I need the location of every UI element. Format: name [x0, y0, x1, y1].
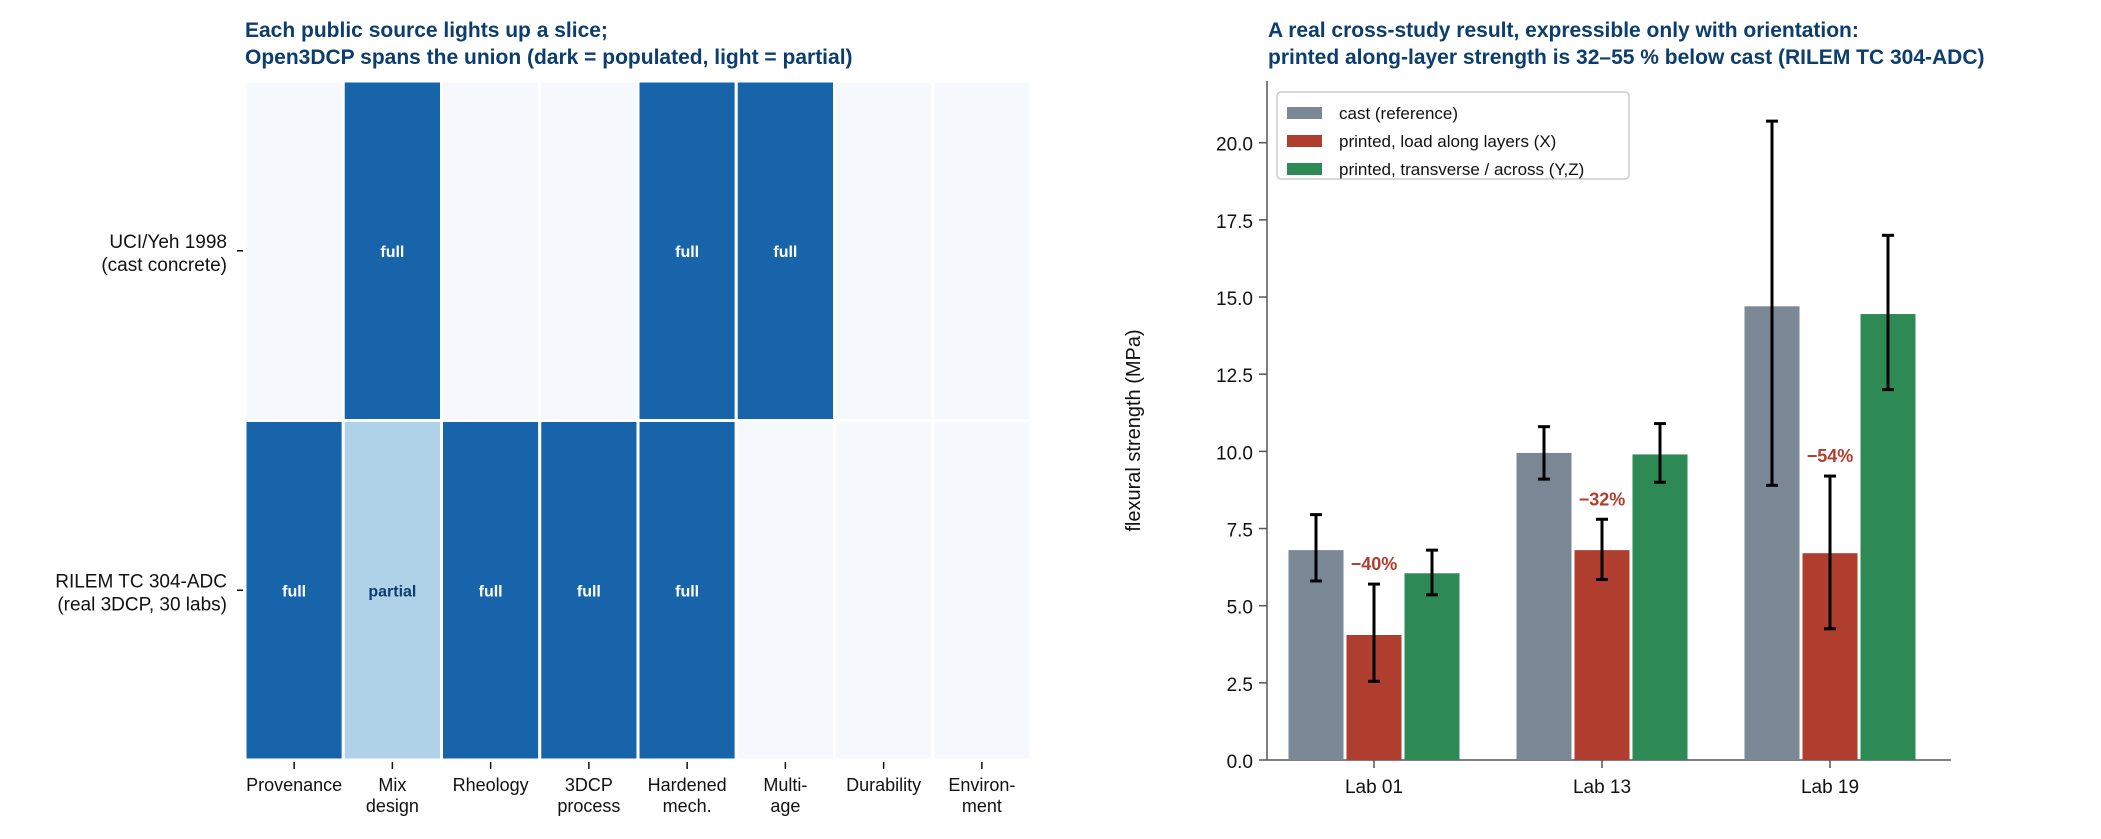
heatmap-col-label: Multi-	[763, 775, 807, 795]
heatmap-col-label: age	[770, 796, 800, 816]
legend-label: printed, load along layers (X)	[1339, 132, 1556, 151]
heatmap-cell	[833, 419, 935, 762]
x-tick-label: Lab 01	[1345, 777, 1403, 798]
heatmap-cell	[440, 79, 542, 422]
y-tick-label: 17.5	[1216, 212, 1253, 233]
heatmap-col-label: Environ-	[948, 775, 1015, 795]
legend-swatch	[1287, 107, 1322, 119]
heatmap-cell	[931, 419, 1033, 762]
bar-title-line-2: printed along-layer strength is 32–55 % …	[1268, 46, 1985, 69]
legend-box	[1276, 91, 1630, 180]
heatmap-cell	[440, 419, 542, 762]
y-tick-label: 5.0	[1227, 598, 1253, 619]
y-tick-label: 20.0	[1216, 135, 1253, 156]
heatmap-cell	[538, 419, 640, 762]
heatmap-cell	[734, 79, 836, 422]
legend-label: cast (reference)	[1339, 104, 1458, 123]
heatmap-row-label: UCI/Yeh 1998	[109, 232, 227, 253]
heatmap-cell-label: full	[479, 583, 503, 600]
bar-legend: cast (reference) printed, load along laye…	[1276, 91, 1630, 180]
bar-printed-transverse	[1404, 573, 1460, 760]
heatmap-title-line-1: Each public source lights up a slice;	[245, 19, 608, 42]
heatmap-cell-label: full	[282, 583, 306, 600]
bar-title-line-1: A real cross-study result, expressible o…	[1268, 19, 1859, 42]
heatmap-cell	[636, 419, 738, 762]
heatmap-col-label: Rheology	[453, 775, 529, 795]
y-tick-label: 0.0	[1227, 752, 1253, 773]
legend-swatch	[1287, 135, 1322, 147]
reduction-annotation: −40%	[1351, 554, 1398, 574]
heatmap-cell	[341, 419, 443, 762]
bar-printed-along	[1574, 550, 1630, 760]
y-tick-label: 7.5	[1227, 521, 1253, 542]
flexural-strength-bar-panel: A real cross-study result, expressible o…	[1123, 19, 1985, 798]
heatmap-cell-label: partial	[368, 583, 416, 600]
heatmap-cell	[538, 79, 640, 422]
bar-marks: −40% −32% −54%	[1288, 119, 1916, 760]
heatmap-cell	[833, 79, 935, 422]
y-axis-label: flexural strength (MPa)	[1123, 329, 1145, 531]
heatmap-row-label: RILEM TC 304-ADC	[55, 571, 227, 592]
bar-cast	[1288, 550, 1344, 760]
heatmap-col-label: ment	[962, 796, 1002, 816]
heatmap-col-label: Durability	[846, 775, 921, 795]
heatmap-cell-label: full	[577, 583, 601, 600]
y-tick-label: 12.5	[1216, 366, 1253, 387]
legend-swatch	[1287, 163, 1322, 175]
heatmap-col-label: Mix	[378, 775, 406, 795]
coverage-heatmap-panel: Each public source lights up a slice; Op…	[55, 19, 1033, 816]
heatmap-row-label: (cast concrete)	[101, 255, 227, 276]
heatmap-cell	[243, 79, 345, 422]
x-tick-label: Lab 13	[1573, 777, 1631, 798]
heatmap-cell	[734, 419, 836, 762]
heatmap-cell-label: full	[380, 244, 404, 261]
y-tick-label: 15.0	[1216, 289, 1253, 310]
reduction-annotation: −54%	[1807, 446, 1854, 466]
reduction-annotation: −32%	[1579, 489, 1626, 509]
y-tick-label: 2.5	[1227, 675, 1253, 696]
heatmap-col-label: 3DCP	[565, 775, 613, 795]
heatmap-cell	[931, 79, 1033, 422]
x-tick-label: Lab 19	[1801, 777, 1859, 798]
heatmap-col-label: process	[557, 796, 620, 816]
heatmap-col-label: Hardened	[648, 775, 727, 795]
heatmap-cell	[636, 79, 738, 422]
heatmap-cell-label: full	[675, 244, 699, 261]
heatmap-col-label: mech.	[663, 796, 712, 816]
legend-label: printed, transverse / across (Y,Z)	[1339, 160, 1584, 179]
heatmap-row-labels: UCI/Yeh 1998(cast concrete) RILEM TC 304-…	[55, 232, 243, 615]
bar-cast	[1516, 452, 1572, 760]
heatmap-cells: full full full full partial full full full	[243, 79, 1033, 762]
heatmap-cell-label: full	[675, 583, 699, 600]
heatmap-cell	[341, 79, 443, 422]
bar-printed-transverse	[1632, 454, 1688, 760]
heatmap-col-label: design	[366, 796, 419, 816]
heatmap-title-line-2: Open3DCP spans the union (dark = populat…	[245, 46, 853, 69]
heatmap-row-label: (real 3DCP, 30 labs)	[57, 594, 227, 615]
y-tick-label: 10.0	[1216, 443, 1253, 464]
heatmap-col-label: Provenance	[246, 775, 342, 795]
heatmap-cell-label: full	[773, 244, 797, 261]
